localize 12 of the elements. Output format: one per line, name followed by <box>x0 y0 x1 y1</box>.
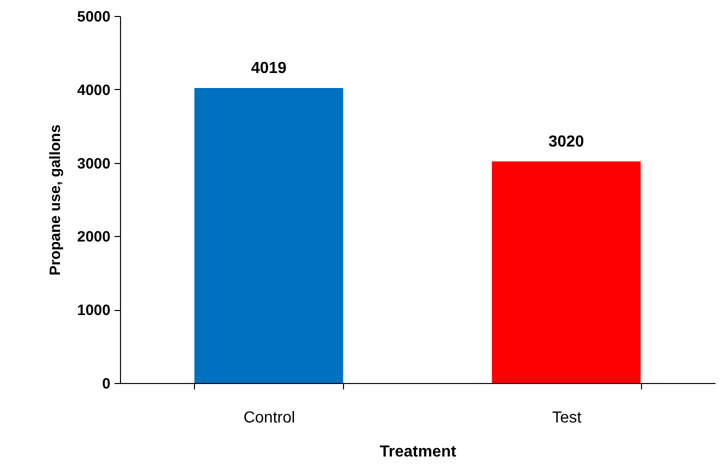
y-axis-title: Propane use, gallons <box>47 124 64 276</box>
x-axis-title: Treatment <box>380 444 457 460</box>
y-tick-label: 1000 <box>77 302 110 320</box>
y-tick-label: 3000 <box>77 155 110 172</box>
x-tick-label: Test <box>552 410 582 426</box>
y-tick-label: 2000 <box>77 228 110 246</box>
y-tick-label: 4000 <box>77 82 110 99</box>
data-label: 3020 <box>548 133 584 150</box>
data-label: 4019 <box>250 60 287 78</box>
y-tick-label: 5000 <box>77 8 110 26</box>
y-tick-label: 0 <box>102 376 110 392</box>
x-tick-label: Control <box>243 410 296 426</box>
